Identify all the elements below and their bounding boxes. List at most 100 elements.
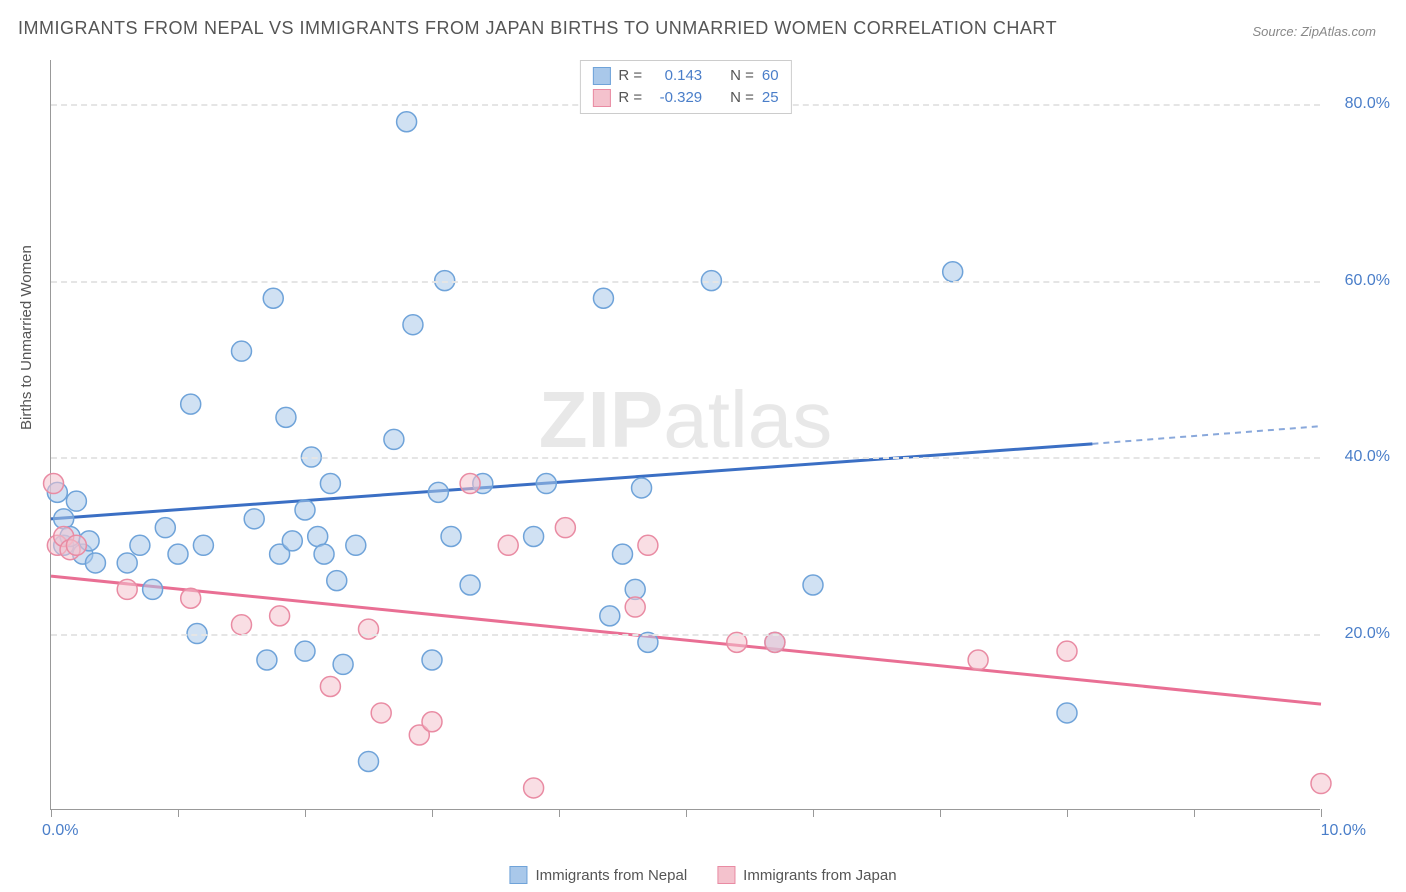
x-tick bbox=[305, 809, 306, 817]
data-point bbox=[593, 288, 613, 308]
data-point bbox=[155, 518, 175, 538]
data-point bbox=[181, 394, 201, 414]
data-point bbox=[193, 535, 213, 555]
data-point bbox=[555, 518, 575, 538]
gridline bbox=[51, 634, 1320, 636]
x-tick bbox=[559, 809, 560, 817]
r-label: R = bbox=[618, 87, 642, 109]
data-point bbox=[232, 615, 252, 635]
x-tick-label-max: 10.0% bbox=[1321, 822, 1366, 840]
data-point bbox=[143, 579, 163, 599]
n-label: N = bbox=[730, 65, 754, 87]
data-point bbox=[44, 474, 64, 494]
legend-label: Immigrants from Nepal bbox=[535, 867, 687, 884]
legend-series: Immigrants from Nepal Immigrants from Jap… bbox=[509, 866, 896, 884]
plot-svg bbox=[51, 60, 1320, 809]
legend-swatch bbox=[509, 866, 527, 884]
data-point bbox=[460, 575, 480, 595]
x-tick bbox=[686, 809, 687, 817]
regression-line bbox=[51, 576, 1321, 704]
n-label: N = bbox=[730, 87, 754, 109]
n-value: 60 bbox=[762, 65, 779, 87]
r-label: R = bbox=[618, 65, 642, 87]
data-point bbox=[66, 535, 86, 555]
y-tick-label: 20.0% bbox=[1345, 625, 1390, 643]
data-point bbox=[359, 751, 379, 771]
x-tick bbox=[432, 809, 433, 817]
data-point bbox=[168, 544, 188, 564]
y-tick-label: 60.0% bbox=[1345, 272, 1390, 290]
data-point bbox=[460, 474, 480, 494]
legend-correlation: R = 0.143 N = 60 R = -0.329 N = 25 bbox=[579, 60, 791, 114]
data-point bbox=[524, 778, 544, 798]
data-point bbox=[428, 482, 448, 502]
legend-row: R = 0.143 N = 60 bbox=[592, 65, 778, 87]
x-tick bbox=[1067, 809, 1068, 817]
x-tick bbox=[813, 809, 814, 817]
n-value: 25 bbox=[762, 87, 779, 109]
data-point bbox=[295, 500, 315, 520]
legend-label: Immigrants from Japan bbox=[743, 867, 896, 884]
legend-item: Immigrants from Japan bbox=[717, 866, 896, 884]
gridline bbox=[51, 457, 1320, 459]
gridline bbox=[51, 281, 1320, 283]
data-point bbox=[314, 544, 334, 564]
data-point bbox=[613, 544, 633, 564]
data-point bbox=[524, 526, 544, 546]
data-point bbox=[263, 288, 283, 308]
x-tick bbox=[1194, 809, 1195, 817]
data-point bbox=[1057, 703, 1077, 723]
x-tick bbox=[940, 809, 941, 817]
x-tick bbox=[178, 809, 179, 817]
chart-title: IMMIGRANTS FROM NEPAL VS IMMIGRANTS FROM… bbox=[18, 18, 1057, 39]
data-point bbox=[117, 579, 137, 599]
data-point bbox=[536, 474, 556, 494]
data-point bbox=[85, 553, 105, 573]
data-point bbox=[276, 407, 296, 427]
data-point bbox=[625, 597, 645, 617]
data-point bbox=[422, 712, 442, 732]
data-point bbox=[600, 606, 620, 626]
regression-line-dashed bbox=[1092, 426, 1321, 444]
chart-container: IMMIGRANTS FROM NEPAL VS IMMIGRANTS FROM… bbox=[0, 0, 1406, 892]
data-point bbox=[257, 650, 277, 670]
legend-item: Immigrants from Nepal bbox=[509, 866, 687, 884]
source-attribution: Source: ZipAtlas.com bbox=[1252, 24, 1376, 39]
x-tick-label-min: 0.0% bbox=[42, 822, 78, 840]
y-tick-label: 40.0% bbox=[1345, 448, 1390, 466]
data-point bbox=[359, 619, 379, 639]
legend-swatch bbox=[592, 67, 610, 85]
legend-swatch bbox=[717, 866, 735, 884]
data-point bbox=[632, 478, 652, 498]
data-point bbox=[320, 474, 340, 494]
plot-area: R = 0.143 N = 60 R = -0.329 N = 25 ZIPat… bbox=[50, 60, 1320, 810]
data-point bbox=[397, 112, 417, 132]
r-value: -0.329 bbox=[650, 87, 702, 109]
data-point bbox=[295, 641, 315, 661]
data-point bbox=[1057, 641, 1077, 661]
data-point bbox=[66, 491, 86, 511]
data-point bbox=[441, 526, 461, 546]
data-point bbox=[327, 571, 347, 591]
data-point bbox=[282, 531, 302, 551]
data-point bbox=[244, 509, 264, 529]
regression-line bbox=[51, 444, 1092, 519]
data-point bbox=[371, 703, 391, 723]
data-point bbox=[333, 654, 353, 674]
data-point bbox=[498, 535, 518, 555]
data-point bbox=[968, 650, 988, 670]
data-point bbox=[346, 535, 366, 555]
data-point bbox=[270, 606, 290, 626]
legend-row: R = -0.329 N = 25 bbox=[592, 87, 778, 109]
data-point bbox=[117, 553, 137, 573]
y-tick-label: 80.0% bbox=[1345, 95, 1390, 113]
data-point bbox=[638, 535, 658, 555]
data-point bbox=[943, 262, 963, 282]
data-point bbox=[803, 575, 823, 595]
data-point bbox=[130, 535, 150, 555]
data-point bbox=[232, 341, 252, 361]
data-point bbox=[384, 429, 404, 449]
y-axis-label: Births to Unmarried Women bbox=[18, 245, 35, 430]
r-value: 0.143 bbox=[650, 65, 702, 87]
data-point bbox=[181, 588, 201, 608]
